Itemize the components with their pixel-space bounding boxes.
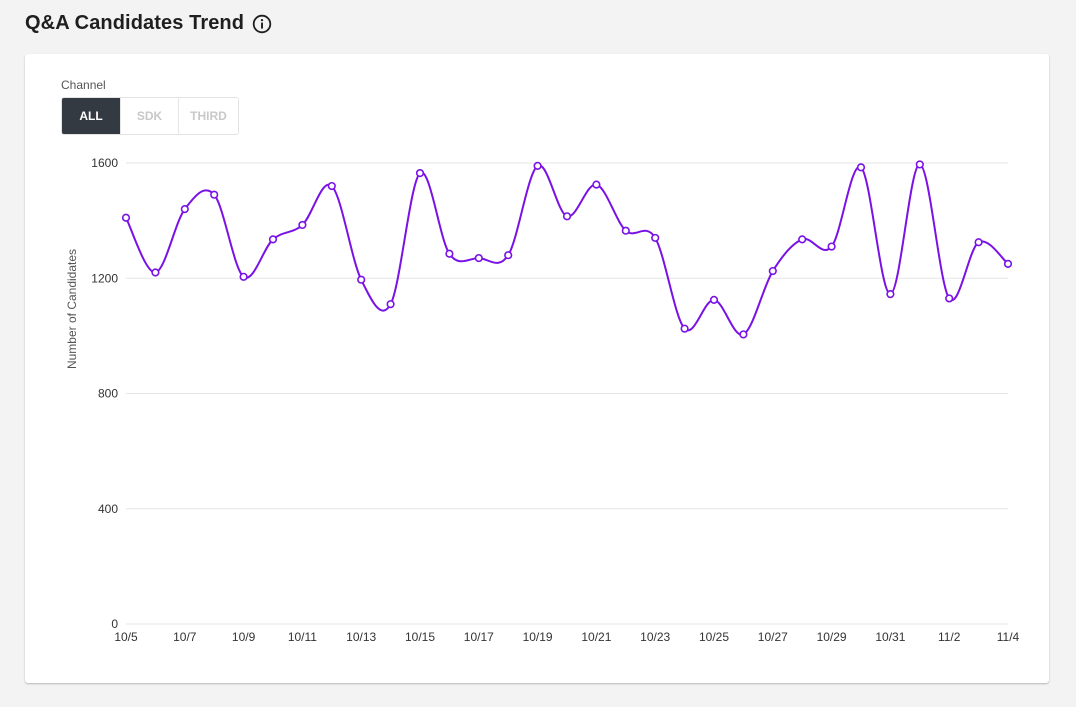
chart-card: Channel ALL SDK THIRD 0 400 800 1200 1600 10… <box>25 54 1049 683</box>
series-line <box>125 163 1009 336</box>
page-title: Q&A Candidates Trend <box>25 12 245 34</box>
data-point[interactable] <box>415 168 425 178</box>
data-point[interactable] <box>798 235 807 244</box>
data-point[interactable] <box>445 249 454 258</box>
channel-filter-label: Channel <box>61 78 106 92</box>
info-circle-icon[interactable] <box>252 14 272 34</box>
x-tick-label: 10/11 <box>288 630 317 644</box>
channel-option-third[interactable]: THIRD <box>179 98 238 134</box>
data-point[interactable] <box>915 160 924 169</box>
data-point[interactable] <box>298 220 307 230</box>
x-tick-label: 10/7 <box>173 630 197 644</box>
x-tick-label: 10/15 <box>405 630 435 644</box>
data-point[interactable] <box>504 251 513 260</box>
x-tick-label: 10/25 <box>699 630 729 644</box>
y-axis-title: Number of Candidates <box>65 249 79 369</box>
x-tick-label: 10/23 <box>640 630 670 644</box>
x-tick-label: 10/29 <box>817 630 847 644</box>
data-point[interactable] <box>856 163 866 172</box>
x-tick-label: 10/5 <box>114 630 138 644</box>
data-point[interactable] <box>680 324 689 333</box>
x-tick-label: 10/13 <box>346 630 376 644</box>
data-point[interactable] <box>621 226 630 235</box>
data-point[interactable] <box>592 180 601 189</box>
data-point[interactable] <box>327 181 336 191</box>
data-point[interactable] <box>709 295 719 304</box>
data-point[interactable] <box>210 190 219 199</box>
data-point[interactable] <box>386 300 395 309</box>
grid-lines <box>126 162 1008 625</box>
x-tick-label: 10/27 <box>758 630 788 644</box>
data-point[interactable] <box>474 253 483 263</box>
x-tick-label: 11/2 <box>938 630 961 644</box>
y-tick-label: 1600 <box>91 156 118 170</box>
x-axis-ticks: 10/5 10/7 10/9 10/11 10/13 10/15 10/17 10/19 10/… <box>114 630 1019 644</box>
y-tick-label: 800 <box>98 387 118 401</box>
data-point[interactable] <box>180 205 189 214</box>
y-tick-label: 0 <box>111 617 118 631</box>
x-tick-label: 11/4 <box>997 630 1020 644</box>
y-tick-label: 1200 <box>91 271 118 285</box>
data-point[interactable] <box>827 242 836 251</box>
x-tick-label: 10/21 <box>581 630 611 644</box>
data-point[interactable] <box>239 272 248 281</box>
data-point[interactable] <box>945 294 954 303</box>
data-point[interactable] <box>974 238 983 247</box>
data-point[interactable] <box>151 268 160 277</box>
data-points <box>121 160 1013 339</box>
y-axis-ticks: 0 400 800 1200 1600 <box>91 156 118 631</box>
data-point[interactable] <box>651 233 660 243</box>
x-tick-label: 10/19 <box>523 630 553 644</box>
y-tick-label: 400 <box>98 502 118 516</box>
data-point[interactable] <box>886 289 895 299</box>
data-point[interactable] <box>533 161 542 170</box>
channel-option-all[interactable]: ALL <box>62 98 121 134</box>
x-tick-label: 10/17 <box>464 630 494 644</box>
data-point[interactable] <box>268 235 278 244</box>
data-point[interactable] <box>562 212 572 221</box>
data-point[interactable] <box>768 266 777 276</box>
page-header: Q&A Candidates Trend <box>25 12 272 35</box>
data-point[interactable] <box>739 330 748 339</box>
channel-filter: ALL SDK THIRD <box>61 97 239 135</box>
x-tick-label: 10/9 <box>232 630 256 644</box>
channel-option-sdk[interactable]: SDK <box>121 98 179 134</box>
data-point[interactable] <box>357 275 366 284</box>
data-point[interactable] <box>121 213 131 222</box>
data-point[interactable] <box>1003 259 1013 268</box>
x-tick-label: 10/31 <box>875 630 905 644</box>
